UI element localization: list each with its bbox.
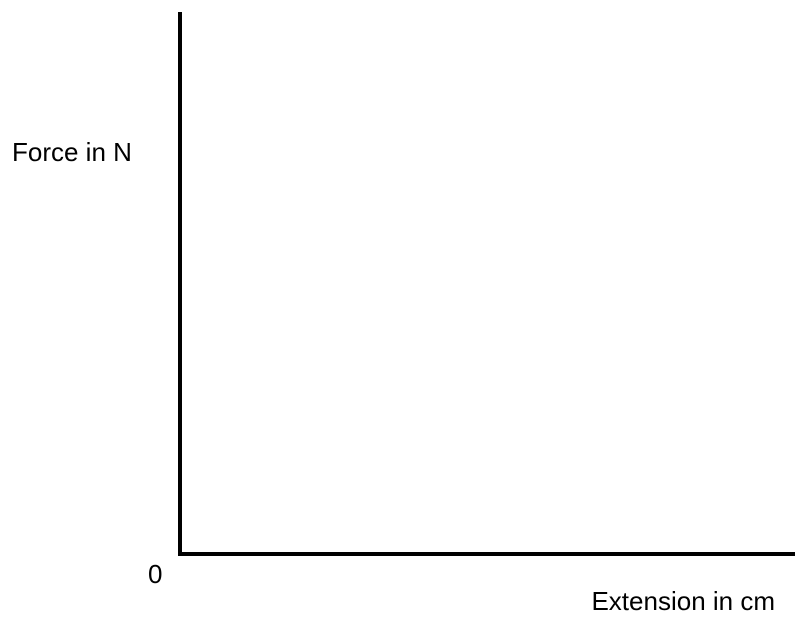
y-axis-label: Force in N [12, 137, 132, 167]
x-axis-label: Extension in cm [591, 586, 775, 616]
origin-label: 0 [148, 559, 162, 589]
